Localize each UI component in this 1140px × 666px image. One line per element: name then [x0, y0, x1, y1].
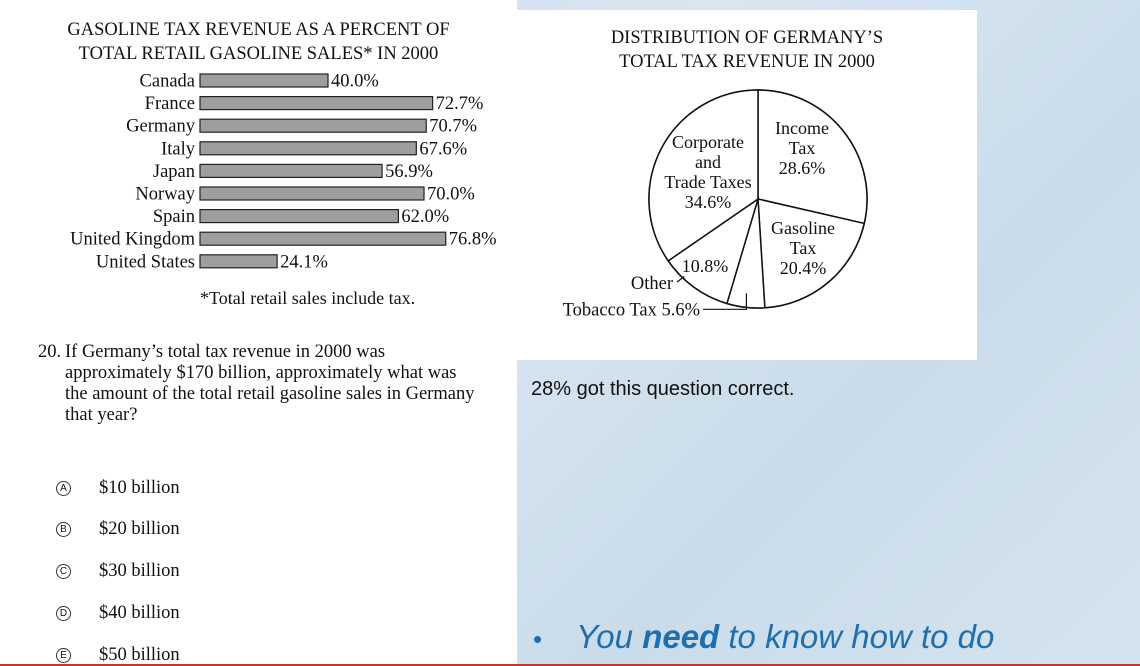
bottom-accent-line	[0, 664, 1140, 666]
correct-rate-text: 28% got this question correct.	[531, 378, 795, 400]
bar-france	[199, 95, 434, 111]
bar-italy	[199, 141, 417, 156]
choice-letter-d: D	[56, 606, 71, 621]
bullet-text-post: to know how to do	[719, 618, 995, 655]
question-text: If Germany’s total tax revenue in 2000 w…	[65, 342, 475, 425]
choice-letter-c: C	[56, 564, 71, 579]
pie-chart-title: DISTRIBUTION OF GERMANY’S TOTAL TAX REVE…	[517, 26, 977, 74]
bar-value-germany: 70.7%	[429, 117, 477, 137]
pie-chart-title-line-1: DISTRIBUTION OF GERMANY’S	[610, 28, 884, 48]
choice-letter-a: A	[56, 481, 71, 496]
choice-a[interactable]: A $10 billion	[56, 478, 180, 499]
pie-label-corporate-and-trade-taxes: Corporate and Trade Taxes 34.6%	[664, 132, 751, 212]
pie-callout-tobacco: Tobacco Tax 5.6%	[563, 300, 700, 320]
left-panel	[0, 0, 517, 666]
bar-category-france: France	[145, 94, 195, 114]
pie-chart: Income Tax 28.6% Gasoline Tax 20.4% 10.8% Corpo…	[563, 89, 868, 320]
bullet-line: • You need to know how to do	[533, 618, 994, 656]
bar-norway	[199, 186, 425, 201]
bar-spain	[199, 209, 399, 224]
pie-label-gasoline-tax: Gasoline Tax 20.4%	[771, 218, 835, 278]
bar-chart-title: GASOLINE TAX REVENUE AS A PERCENT OF TOT…	[0, 18, 517, 66]
pie-label-other: 10.8%	[682, 256, 729, 276]
pie-callout-other: Other	[631, 274, 673, 294]
bar-japan	[199, 163, 383, 178]
other-callout-line	[676, 276, 685, 283]
bar-value-spain: 62.0%	[401, 207, 449, 227]
bullet-text-bold: need	[642, 618, 720, 655]
bar-category-italy: Italy	[161, 139, 196, 159]
choice-text-e: $50 billion	[99, 645, 180, 665]
bar-value-italy: 67.6%	[419, 139, 467, 159]
bar-category-united-states: United States	[96, 252, 195, 272]
choice-text-a: $10 billion	[99, 478, 180, 498]
bar-chart: Canada 40.0% France 72.7% Germany 70.7% Italy 6…	[70, 72, 497, 273]
bar-category-spain: Spain	[153, 207, 195, 227]
choice-d[interactable]: D $40 billion	[56, 603, 180, 624]
pie-slice-corporate-and-trade-taxes	[648, 89, 759, 262]
bar-value-canada: 40.0%	[331, 72, 379, 92]
bar-chart-title-line-1: GASOLINE TAX REVENUE AS A PERCENT OF	[67, 20, 450, 40]
bar-category-canada: Canada	[140, 72, 195, 92]
bar-value-united-states: 24.1%	[280, 252, 328, 272]
choice-letter-e: E	[56, 648, 71, 663]
bar-united-states	[199, 254, 278, 269]
bullet-dot-icon: •	[533, 624, 543, 654]
choice-e[interactable]: E $50 billion	[56, 645, 180, 666]
bullet-text-pre: You	[576, 618, 643, 655]
bar-value-united-kingdom: 76.8%	[449, 230, 497, 250]
bar-germany	[199, 118, 427, 133]
tobacco-callout-line	[703, 293, 747, 310]
bar-canada	[199, 73, 329, 88]
bar-value-norway: 70.0%	[427, 185, 475, 205]
bar-value-france: 72.7%	[436, 94, 484, 114]
pie-chart-title-line-2: TOTAL TAX REVENUE IN 2000	[619, 52, 875, 72]
choice-text-d: $40 billion	[99, 603, 180, 623]
bar-chart-title-line-2: TOTAL RETAIL GASOLINE SALES* IN 2000	[78, 44, 439, 64]
pie-slice-gasoline-tax	[757, 198, 866, 309]
bar-category-japan: Japan	[153, 162, 195, 182]
question-number: 20.	[38, 342, 62, 362]
pie-slice-income-tax	[757, 89, 868, 225]
pie-label-income-tax: Income Tax 28.6%	[775, 118, 829, 178]
bar-value-japan: 56.9%	[385, 162, 433, 182]
bar-united-kingdom	[199, 231, 447, 246]
choice-b[interactable]: B $20 billion	[56, 519, 180, 540]
bar-category-norway: Norway	[135, 185, 195, 205]
bar-category-united-kingdom: United Kingdom	[70, 230, 195, 250]
choice-text-b: $20 billion	[99, 519, 180, 539]
choice-letter-b: B	[56, 522, 71, 537]
bar-chart-footnote: *Total retail sales include tax.	[200, 288, 416, 308]
choice-c[interactable]: C $30 billion	[56, 561, 180, 582]
choice-text-c: $30 billion	[99, 561, 180, 581]
bar-category-germany: Germany	[126, 117, 196, 137]
pie-slice-other	[667, 197, 760, 305]
